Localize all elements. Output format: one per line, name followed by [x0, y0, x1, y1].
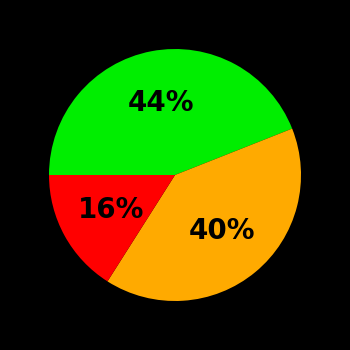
Text: 44%: 44%	[128, 89, 195, 117]
Wedge shape	[107, 128, 301, 301]
Text: 40%: 40%	[188, 217, 255, 245]
Wedge shape	[49, 49, 292, 175]
Text: 16%: 16%	[78, 196, 144, 224]
Wedge shape	[49, 175, 175, 281]
